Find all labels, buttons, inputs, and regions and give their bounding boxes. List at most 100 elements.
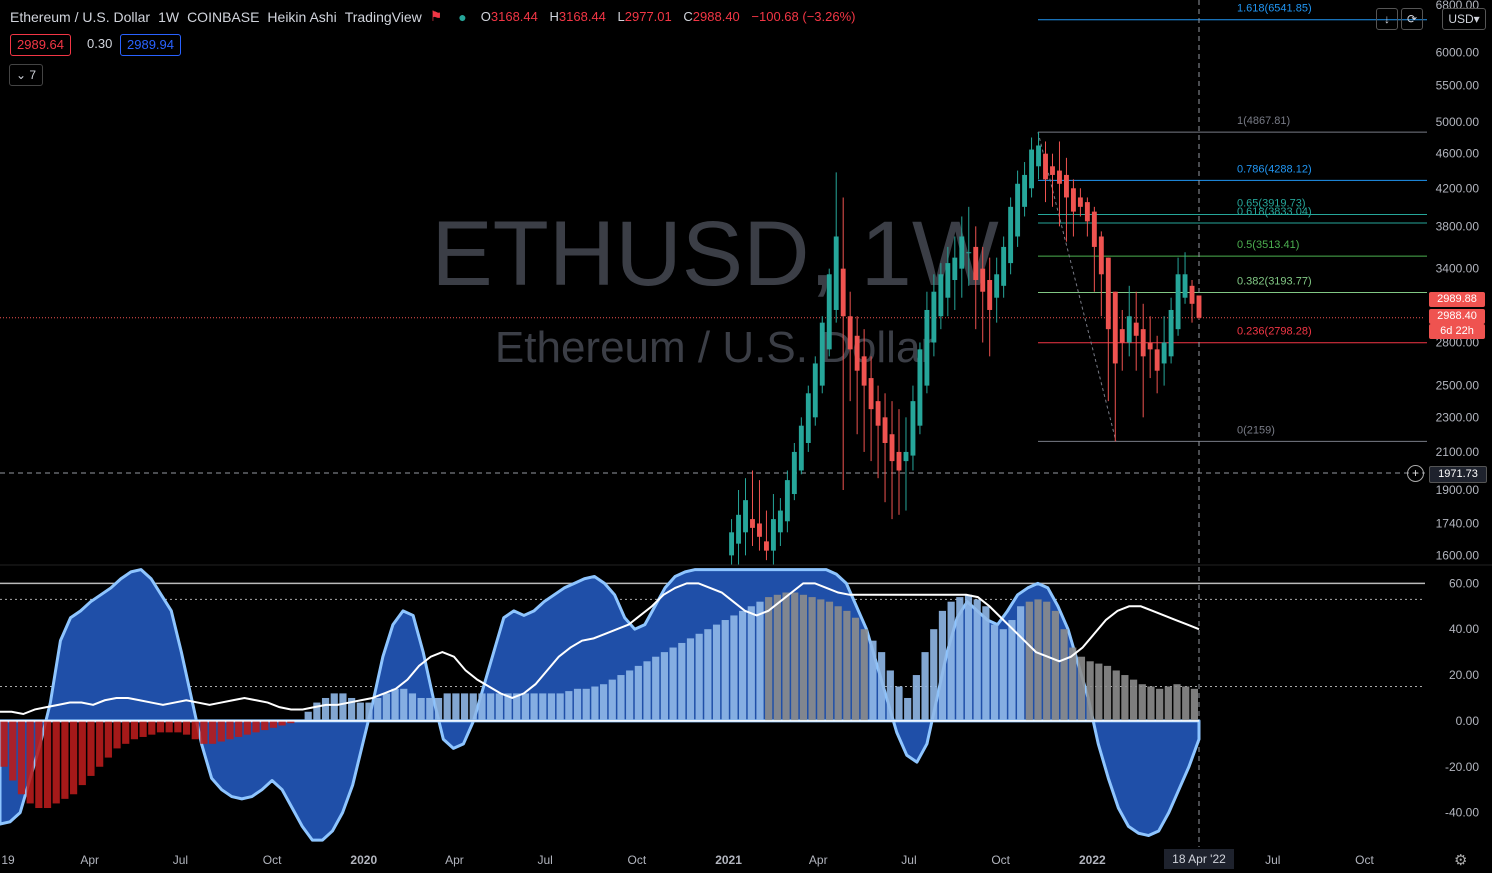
caret-icon: ▾ bbox=[1473, 12, 1480, 26]
candle-body bbox=[917, 349, 923, 426]
histogram-bar bbox=[938, 610, 947, 721]
indicators-toggle[interactable]: ⌄ 7 bbox=[9, 64, 43, 86]
add-alert-icon[interactable]: + bbox=[1407, 465, 1424, 482]
histogram-bar bbox=[565, 691, 573, 721]
chart-header: Ethereum / U.S. Dollar 1W COINBASE Heiki… bbox=[10, 8, 871, 25]
candle-body bbox=[875, 401, 881, 426]
candle-body bbox=[987, 280, 993, 310]
histogram-bar bbox=[608, 679, 616, 721]
histogram-bar bbox=[200, 720, 208, 744]
candle-body bbox=[1029, 149, 1035, 189]
candle-body bbox=[945, 263, 951, 298]
candle-body bbox=[764, 541, 769, 551]
histogram-bar bbox=[817, 599, 825, 721]
wave-area bbox=[0, 568, 1201, 842]
histogram-bar bbox=[1060, 629, 1068, 721]
histogram-bar bbox=[712, 624, 721, 721]
candle-body bbox=[1091, 211, 1097, 247]
brand: TradingView bbox=[344, 8, 422, 25]
histogram-bar bbox=[70, 720, 78, 795]
symbol-name[interactable]: Ethereum / U.S. Dollar bbox=[10, 8, 151, 25]
histogram-bar bbox=[278, 720, 286, 726]
candle-body bbox=[1098, 236, 1104, 275]
indicators-count: 7 bbox=[29, 68, 37, 82]
crosshair-date-label: 18 Apr '22 bbox=[1164, 849, 1234, 869]
oscillator-pane: 60.00 40.00 20.00 0.00 -20.00 -40.00 bbox=[0, 568, 1479, 842]
osc-tick-label: 20.00 bbox=[1449, 668, 1479, 682]
histogram-bar bbox=[990, 624, 999, 721]
histogram-bar bbox=[1173, 684, 1181, 721]
histogram-bar bbox=[1129, 679, 1138, 721]
histogram-bar bbox=[52, 720, 60, 804]
histogram-bar bbox=[686, 638, 695, 721]
histogram-bar bbox=[382, 693, 390, 721]
histogram-bar bbox=[600, 684, 608, 721]
price-tick-label: 3800.00 bbox=[1436, 219, 1480, 233]
fib-label: 0.382(3193.77) bbox=[1237, 275, 1312, 287]
fib-label: 0.786(4288.12) bbox=[1237, 163, 1312, 175]
fib-label: 1(4867.81) bbox=[1237, 115, 1290, 127]
candle-body bbox=[959, 236, 965, 269]
histogram-bar bbox=[78, 720, 86, 786]
osc-tick-label: -40.00 bbox=[1445, 806, 1479, 820]
candle-body bbox=[1119, 329, 1125, 343]
flag-icon[interactable]: ⚑ bbox=[429, 8, 443, 24]
currency-select[interactable]: USD▾ bbox=[1442, 8, 1486, 30]
fib-label: 0.5(3513.41) bbox=[1237, 239, 1299, 251]
histogram-bar bbox=[339, 693, 347, 721]
candle-body bbox=[924, 309, 930, 386]
candle-body bbox=[770, 519, 776, 551]
bid-price[interactable]: 2989.64 bbox=[10, 34, 71, 56]
time-tick-label: Apr bbox=[809, 853, 828, 867]
candle-body bbox=[1070, 188, 1076, 212]
candle-body bbox=[1008, 206, 1014, 264]
histogram-bar bbox=[652, 656, 660, 721]
settings-gear-icon[interactable]: ⚙ bbox=[1454, 852, 1468, 869]
chart-style: Heikin Ashi bbox=[267, 8, 337, 25]
price-tick-label: 6000.00 bbox=[1436, 46, 1480, 60]
candle-body bbox=[743, 500, 748, 533]
refresh-button[interactable]: ⟳ bbox=[1401, 8, 1423, 30]
histogram-bar bbox=[0, 720, 8, 767]
candle-body bbox=[757, 523, 762, 537]
histogram-bar bbox=[287, 720, 295, 724]
histogram-bar bbox=[530, 693, 538, 721]
histogram-bar bbox=[269, 720, 278, 728]
histogram-bar bbox=[443, 693, 451, 721]
histogram-bar bbox=[330, 693, 338, 721]
interval[interactable]: 1W bbox=[158, 8, 180, 25]
price-tick-label: 1900.00 bbox=[1436, 483, 1480, 497]
open-value: 3168.44 bbox=[490, 9, 538, 24]
histogram-bar bbox=[626, 670, 634, 721]
candle-body bbox=[736, 514, 741, 544]
histogram-bar bbox=[182, 720, 191, 735]
time-tick-label: 2020 bbox=[350, 853, 377, 867]
histogram-bar bbox=[747, 606, 755, 721]
price-tick-label: 6800.00 bbox=[1436, 0, 1480, 12]
histogram-bar bbox=[243, 720, 251, 735]
histogram-bar bbox=[904, 697, 912, 721]
histogram-bar bbox=[964, 594, 973, 721]
histogram-bar bbox=[226, 720, 234, 740]
change-value: −100.68 (−3.26%) bbox=[751, 9, 856, 24]
scroll-down-button[interactable]: ↓ bbox=[1376, 8, 1398, 30]
histogram-bar bbox=[721, 620, 729, 721]
price-tick-label: 2800.00 bbox=[1436, 336, 1480, 350]
ask-price[interactable]: 2989.94 bbox=[120, 34, 181, 56]
candle-body bbox=[798, 425, 804, 471]
histogram-bar bbox=[730, 615, 738, 721]
price-tick-label: 2100.00 bbox=[1436, 445, 1480, 459]
histogram-bar bbox=[791, 592, 799, 721]
histogram-bar bbox=[643, 661, 651, 721]
histogram-bar bbox=[947, 601, 955, 721]
candle-body bbox=[952, 257, 958, 281]
candle-body bbox=[966, 252, 972, 254]
chevron-down-icon: ⌄ bbox=[15, 68, 27, 82]
histogram-bar bbox=[547, 693, 556, 721]
histogram-bar bbox=[834, 606, 842, 721]
histogram-bar bbox=[1121, 675, 1129, 721]
osc-tick-label: 60.00 bbox=[1449, 576, 1479, 590]
histogram-bar bbox=[878, 652, 886, 721]
candle-body bbox=[750, 519, 755, 528]
